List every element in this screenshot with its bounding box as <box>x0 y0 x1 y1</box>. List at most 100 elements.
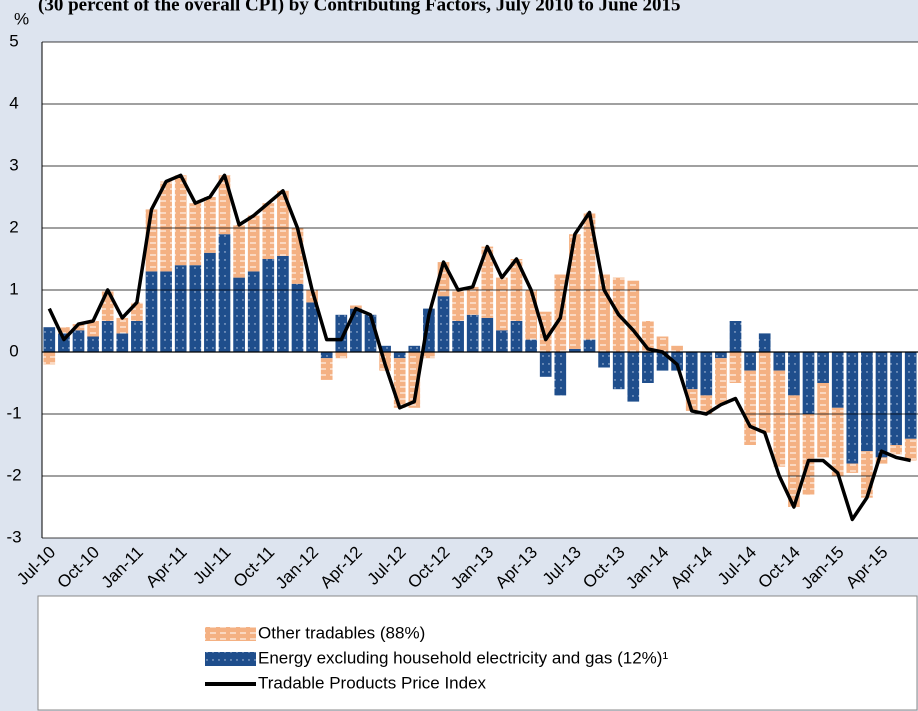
bar <box>423 308 435 352</box>
bar <box>496 330 508 352</box>
legend-swatch <box>205 652 256 666</box>
x-tick-label: Jan-11 <box>98 543 147 592</box>
x-tick-label: Oct-13 <box>579 543 629 593</box>
bar <box>642 321 654 352</box>
bar <box>160 181 172 272</box>
plot <box>43 173 917 522</box>
bar <box>58 327 70 334</box>
bar <box>43 352 56 365</box>
bar <box>788 352 800 396</box>
bar <box>452 290 464 321</box>
x-tick-label: Jan-13 <box>447 543 497 593</box>
bar <box>189 203 202 266</box>
y-tick-label: 1 <box>9 279 18 298</box>
bar <box>145 209 158 272</box>
bar <box>729 352 742 383</box>
bar <box>437 262 450 297</box>
legend <box>37 595 918 711</box>
bar <box>233 224 245 278</box>
bar <box>466 314 479 352</box>
bar <box>131 321 143 352</box>
bar <box>306 302 318 352</box>
bar <box>539 352 552 377</box>
bar <box>525 339 537 352</box>
y-tick-label: 3 <box>9 155 18 174</box>
bar <box>101 321 114 352</box>
bar <box>773 370 786 467</box>
bar <box>817 352 829 383</box>
x-tick-label: Oct-10 <box>54 543 104 593</box>
bar <box>861 451 873 498</box>
bar <box>715 358 727 405</box>
bar <box>306 290 318 303</box>
bar <box>904 352 917 439</box>
x-tick-label: Jan-12 <box>272 543 322 593</box>
bar <box>817 383 829 458</box>
bar <box>393 352 406 359</box>
bar <box>758 352 771 433</box>
bar <box>583 212 596 340</box>
bar <box>627 352 640 402</box>
bar <box>204 197 216 253</box>
x-tick-label: Apr-11 <box>142 543 191 592</box>
bar <box>715 352 727 359</box>
bar <box>685 352 698 390</box>
x-tick-label: Apr-13 <box>492 543 542 593</box>
y-tick-label: 2 <box>9 217 18 236</box>
y-tick-label: -2 <box>6 465 21 484</box>
bar <box>598 352 610 368</box>
y-tick-label: -3 <box>6 527 21 546</box>
y-axis-label: % <box>14 9 29 28</box>
legend-swatch <box>205 627 256 641</box>
bar <box>277 255 289 352</box>
bar <box>802 414 815 495</box>
x-tick-label: Apr-12 <box>316 543 366 593</box>
bar <box>846 352 859 464</box>
x-tick-label: Oct-11 <box>230 543 279 592</box>
bar <box>831 407 844 476</box>
bar <box>744 370 756 445</box>
x-tick-label: Jul-12 <box>364 543 410 589</box>
bar <box>364 314 377 352</box>
bar <box>700 352 713 396</box>
bar <box>773 352 786 371</box>
bar <box>612 352 625 390</box>
bar <box>700 395 713 414</box>
bar <box>320 352 333 359</box>
bar <box>116 333 129 352</box>
bar <box>72 330 85 352</box>
bar <box>875 457 888 464</box>
bar <box>685 389 698 411</box>
bar <box>525 290 537 340</box>
bar <box>335 314 348 352</box>
bar <box>671 345 683 352</box>
bar <box>320 358 333 380</box>
x-tick-label: Jul-13 <box>539 543 585 589</box>
bar <box>393 358 406 408</box>
bar <box>510 321 523 352</box>
bar <box>174 175 187 266</box>
x-tick-label: Jul-14 <box>714 543 760 589</box>
bar <box>379 345 391 352</box>
bar <box>72 324 85 331</box>
bar <box>569 348 581 352</box>
y-tick-label: 0 <box>9 341 18 360</box>
bar <box>583 339 596 352</box>
x-tick-label: Jan-15 <box>798 543 848 593</box>
bar <box>846 463 859 473</box>
bar <box>890 445 902 455</box>
bar <box>744 352 756 371</box>
x-tick-label: Apr-15 <box>842 543 892 593</box>
bar <box>247 215 260 272</box>
bar <box>554 352 567 396</box>
bar <box>671 352 683 371</box>
chart-title: (30 percent of the overall CPI) by Contr… <box>38 0 680 15</box>
bar <box>437 296 450 352</box>
line <box>47 173 912 522</box>
bar <box>642 352 654 383</box>
bar <box>145 271 158 352</box>
bar <box>408 345 421 352</box>
bar <box>204 252 216 352</box>
x-tick-label: Oct-14 <box>754 543 804 593</box>
